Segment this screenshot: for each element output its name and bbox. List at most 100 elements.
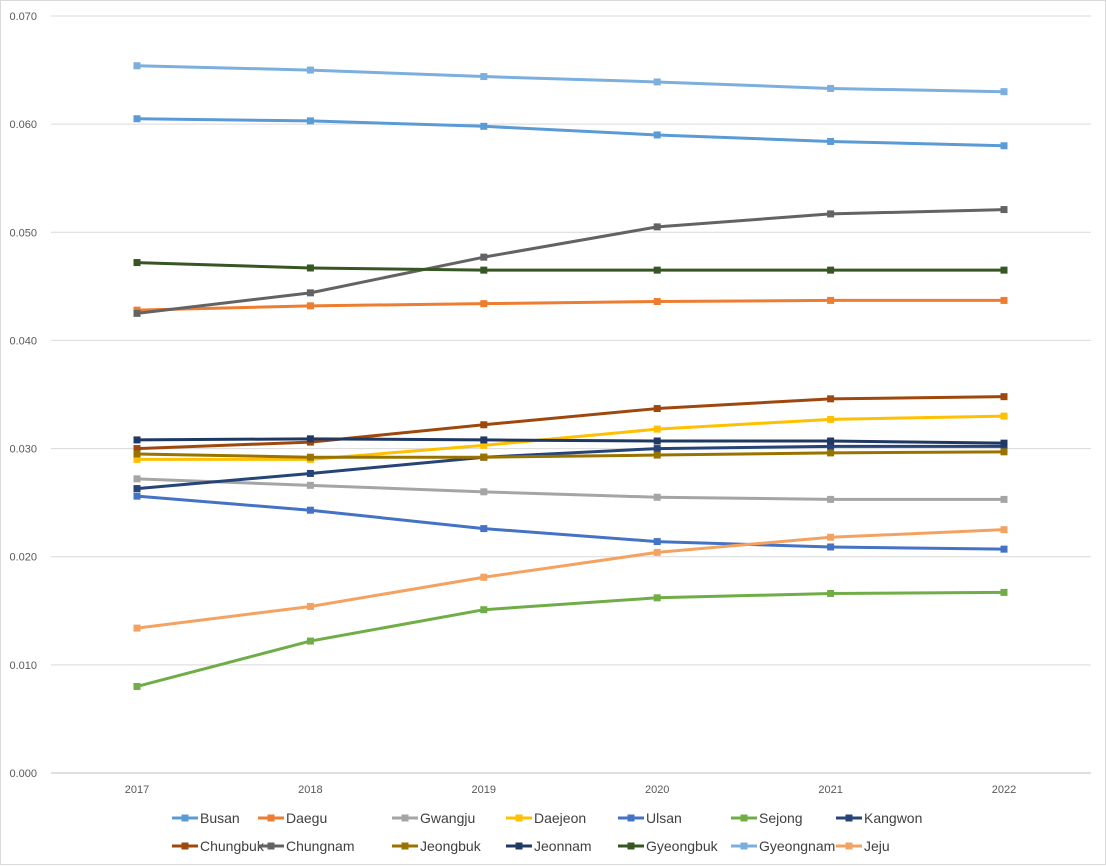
x-tick-label: 2021 bbox=[818, 784, 842, 796]
data-point bbox=[653, 78, 661, 86]
legend-item: Gwangju bbox=[392, 810, 475, 826]
series-busan bbox=[133, 115, 1008, 150]
x-tick-label: 2022 bbox=[992, 784, 1016, 796]
data-point bbox=[306, 289, 314, 297]
data-point bbox=[480, 525, 488, 533]
series-jeonnam bbox=[133, 435, 1008, 447]
data-point bbox=[827, 449, 835, 457]
data-point bbox=[1000, 448, 1008, 456]
data-point bbox=[827, 437, 835, 445]
legend-label: Ulsan bbox=[646, 810, 682, 826]
data-point bbox=[653, 594, 661, 602]
legend-marker bbox=[267, 842, 275, 850]
data-point bbox=[1000, 439, 1008, 447]
legend-label: Kangwon bbox=[864, 810, 922, 826]
data-point bbox=[1000, 88, 1008, 96]
y-tick-label: 0.030 bbox=[9, 444, 37, 456]
data-point bbox=[827, 210, 835, 218]
legend-marker bbox=[845, 842, 853, 850]
legend-item: Busan bbox=[172, 810, 240, 826]
series-line bbox=[135, 117, 1006, 148]
data-point bbox=[1000, 206, 1008, 214]
legend-item: Daejeon bbox=[506, 810, 586, 826]
legend-item: Daegu bbox=[258, 810, 327, 826]
data-point bbox=[480, 421, 488, 429]
legend-marker bbox=[627, 842, 635, 850]
legend-item: Chungbuk bbox=[172, 838, 265, 854]
data-point bbox=[133, 309, 141, 317]
data-point bbox=[306, 302, 314, 310]
data-point bbox=[827, 415, 835, 423]
data-point bbox=[306, 481, 314, 489]
series-gwangju bbox=[133, 475, 1008, 503]
data-point bbox=[1000, 588, 1008, 596]
data-point bbox=[1000, 545, 1008, 553]
data-point bbox=[1000, 393, 1008, 401]
y-tick-label: 0.070 bbox=[9, 11, 37, 23]
data-point bbox=[133, 450, 141, 458]
data-point bbox=[1000, 495, 1008, 503]
data-point bbox=[827, 296, 835, 304]
series-line bbox=[135, 298, 1006, 312]
data-point bbox=[653, 266, 661, 274]
legend-item: Chungnam bbox=[258, 838, 355, 854]
data-point bbox=[653, 538, 661, 546]
legend-marker bbox=[740, 814, 748, 822]
series-sejong bbox=[133, 588, 1008, 690]
data-point bbox=[306, 66, 314, 74]
data-point bbox=[480, 73, 488, 81]
y-tick-label: 0.020 bbox=[9, 552, 37, 564]
series-gyeongnam bbox=[133, 62, 1008, 96]
data-point bbox=[480, 266, 488, 274]
series-line bbox=[135, 444, 1006, 491]
data-point bbox=[827, 589, 835, 597]
series-jeongbuk bbox=[133, 448, 1008, 461]
data-point bbox=[306, 117, 314, 125]
legend-label: Daegu bbox=[286, 810, 327, 826]
data-point bbox=[306, 469, 314, 477]
legend-label: Gyeongnam bbox=[759, 838, 835, 854]
legend-marker bbox=[515, 814, 523, 822]
data-point bbox=[133, 455, 141, 463]
data-point bbox=[480, 436, 488, 444]
data-point bbox=[653, 437, 661, 445]
data-point bbox=[827, 495, 835, 503]
legend-item: Sejong bbox=[731, 810, 803, 826]
data-point bbox=[133, 436, 141, 444]
x-tick-label: 2019 bbox=[472, 784, 496, 796]
data-point bbox=[827, 84, 835, 92]
data-point bbox=[133, 682, 141, 690]
data-point bbox=[133, 475, 141, 483]
series-line bbox=[135, 450, 1006, 459]
data-point bbox=[653, 451, 661, 459]
data-point bbox=[1000, 266, 1008, 274]
series-chungbuk bbox=[133, 393, 1008, 453]
data-point bbox=[653, 297, 661, 305]
legend-marker bbox=[515, 842, 523, 850]
data-point bbox=[480, 453, 488, 461]
data-point bbox=[480, 253, 488, 261]
legend-label: Chungnam bbox=[286, 838, 355, 854]
data-point bbox=[827, 442, 835, 450]
legend-label: Busan bbox=[200, 810, 240, 826]
data-point bbox=[653, 223, 661, 231]
legend-item: Ulsan bbox=[618, 810, 682, 826]
data-point bbox=[827, 266, 835, 274]
data-point bbox=[480, 606, 488, 614]
data-point bbox=[653, 405, 661, 413]
x-tick-label: 2018 bbox=[298, 784, 322, 796]
x-tick-label: 2020 bbox=[645, 784, 669, 796]
legend-item: Gyeongbuk bbox=[618, 838, 719, 854]
data-point bbox=[827, 137, 835, 145]
legend-marker bbox=[740, 842, 748, 850]
series-line bbox=[135, 208, 1006, 315]
data-point bbox=[653, 445, 661, 453]
data-point bbox=[480, 573, 488, 581]
data-point bbox=[306, 453, 314, 461]
data-point bbox=[306, 637, 314, 645]
x-tick-label: 2017 bbox=[125, 784, 149, 796]
legend-item: Jeongbuk bbox=[392, 838, 482, 854]
series-ulsan bbox=[133, 492, 1008, 553]
data-point bbox=[480, 441, 488, 449]
y-tick-label: 0.010 bbox=[9, 660, 37, 672]
